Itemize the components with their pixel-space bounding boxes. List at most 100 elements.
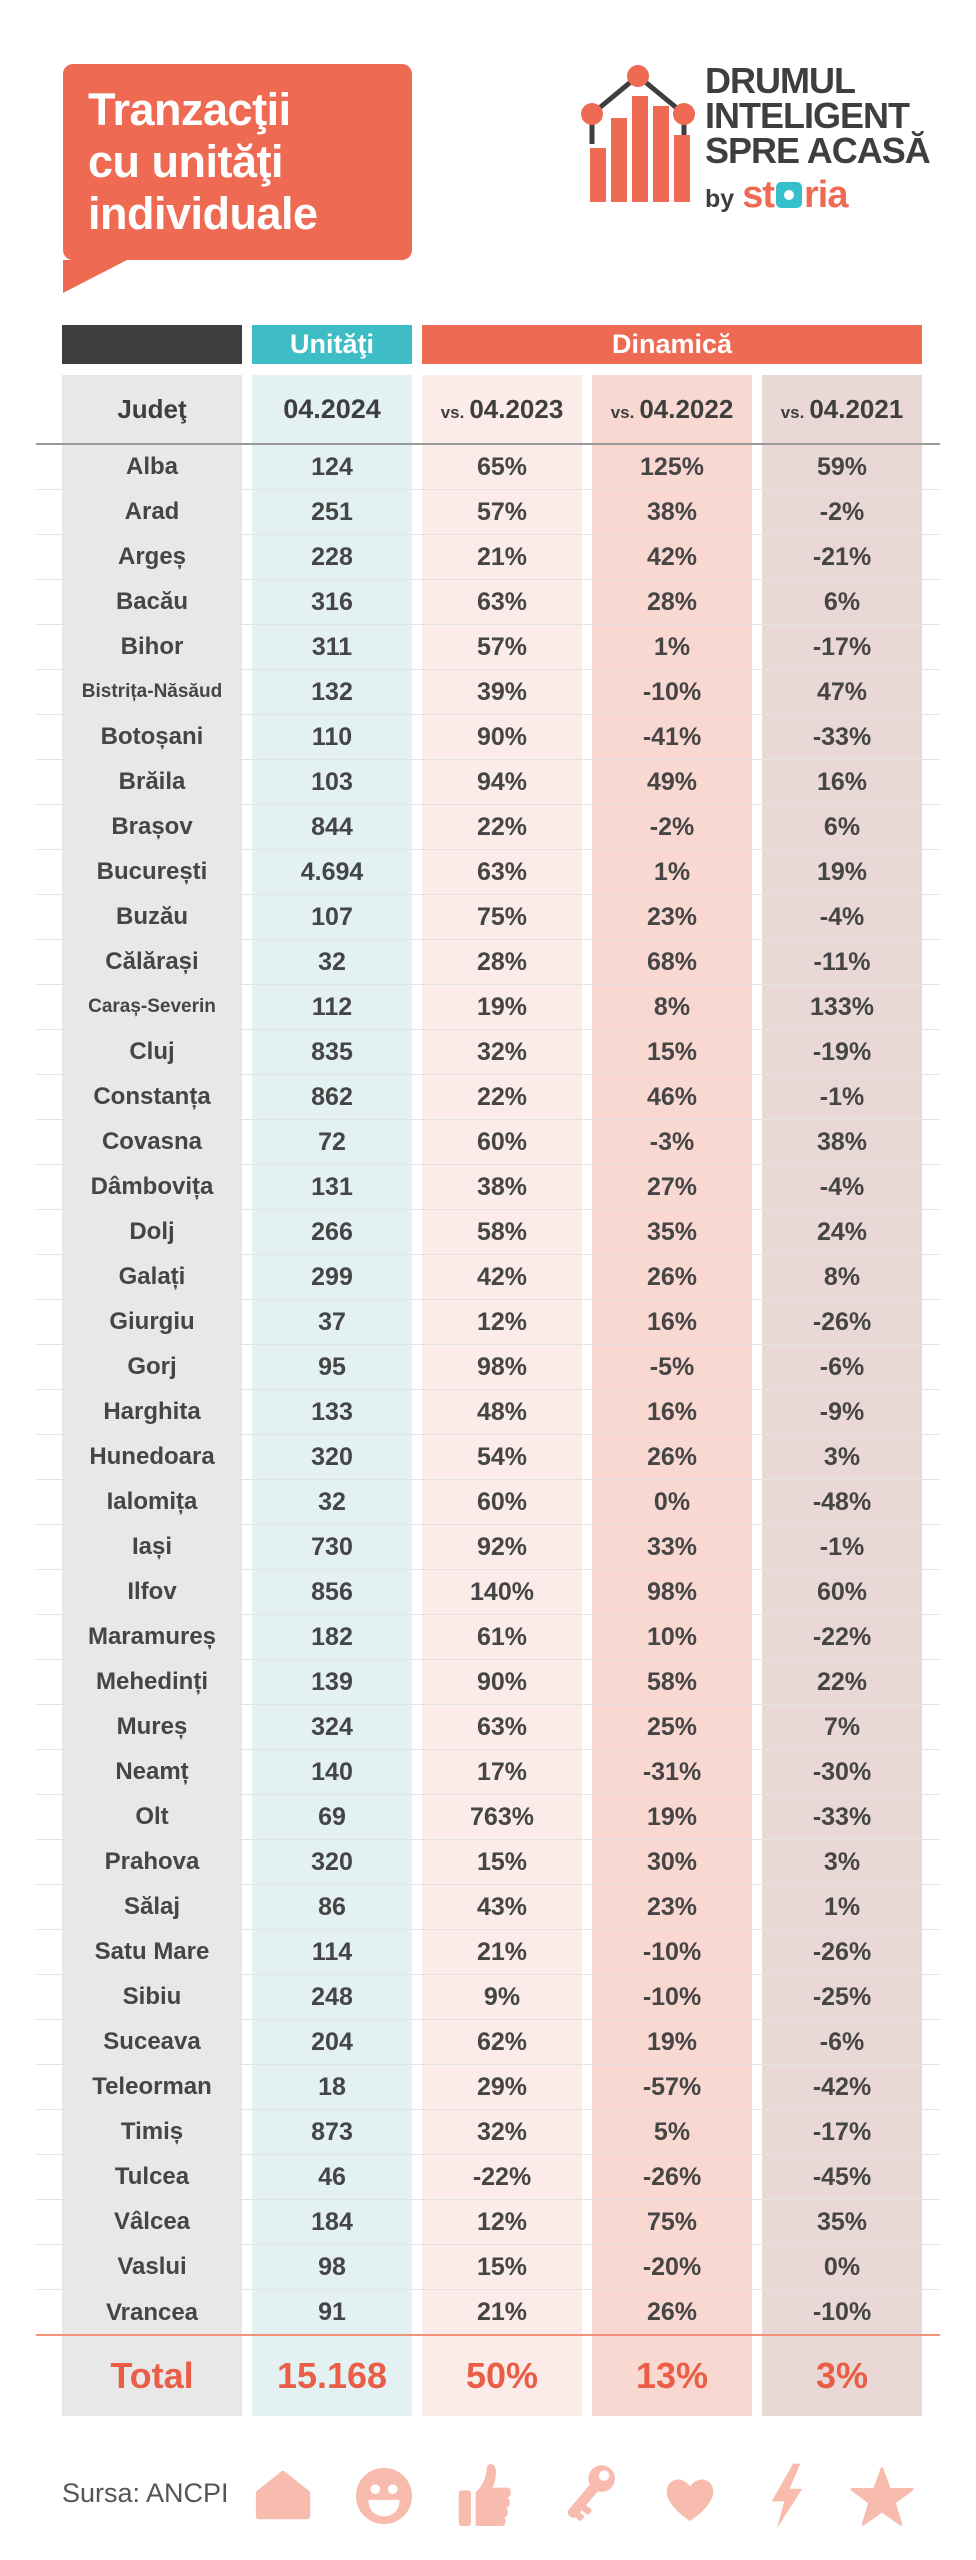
county-name: Vaslui: [117, 2253, 187, 2280]
table-row: Bacău 316 63% 28% 6%: [36, 580, 940, 625]
dynamic-vs-2022-value: 10%: [646, 1622, 698, 1651]
county-name: Mureș: [116, 1713, 188, 1740]
table-row: Galați 299 42% 26% 8%: [36, 1255, 940, 1300]
county-name: Satu Mare: [94, 1938, 210, 1965]
dynamic-vs-2022-value: 46%: [646, 1082, 698, 1111]
dynamic-vs-2022-value: 125%: [640, 452, 704, 481]
total-row: Total 15.168 50% 13% 3%: [62, 2336, 922, 2416]
county-name: Cluj: [129, 1038, 175, 1065]
dynamic-vs-2023-value: 61%: [476, 1622, 528, 1651]
dynamic-vs-2021-value: -9%: [819, 1397, 865, 1426]
county-name: Bihor: [120, 633, 184, 660]
dynamic-vs-2022-value: 16%: [646, 1307, 698, 1336]
dynamic-vs-2023-value: 32%: [476, 2117, 528, 2146]
dynamic-vs-2021-value: -6%: [819, 1352, 865, 1381]
dynamic-vs-2023-value: 39%: [476, 677, 528, 706]
dynamic-vs-2022-value: 35%: [646, 1217, 698, 1246]
units-value: 37: [318, 1307, 346, 1336]
dynamic-vs-2022-value: 0%: [653, 1487, 691, 1516]
dynamic-vs-2023-value: 60%: [476, 1487, 528, 1516]
units-value: 228: [311, 542, 353, 571]
dynamic-vs-2022-value: 42%: [646, 542, 698, 571]
county-name: Buzău: [116, 903, 188, 930]
column-header-vs-2022: vs. 04.2022: [592, 375, 752, 443]
table-row: Sălaj 86 43% 23% 1%: [36, 1885, 940, 1930]
dynamic-vs-2023-value: 43%: [476, 1892, 528, 1921]
page-title-line3: individuale: [88, 188, 318, 239]
band-vs-2021: [762, 375, 922, 2416]
dynamic-vs-2023-value: 15%: [476, 1847, 528, 1876]
dynamic-vs-2023-value: 94%: [476, 767, 528, 796]
dynamic-vs-2023-value: 60%: [476, 1127, 528, 1156]
table-row: Olt 69 763% 19% -33%: [36, 1795, 940, 1840]
dynamic-vs-2023-value: 17%: [476, 1757, 528, 1786]
dynamic-vs-2022-value: 5%: [653, 2117, 691, 2146]
band-vs-2023: [422, 375, 582, 2416]
table-row: Bistrița-Năsăud 132 39% -10% 47%: [36, 670, 940, 715]
dynamic-vs-2022-value: 1%: [653, 857, 691, 886]
units-value: 110: [311, 722, 353, 751]
county-name: Constanța: [93, 1083, 211, 1110]
key-icon: [567, 2465, 615, 2521]
units-value: 91: [318, 2298, 346, 2326]
dynamic-vs-2021-value: -22%: [812, 1622, 872, 1651]
dynamic-vs-2023-value: 90%: [476, 1667, 528, 1696]
dynamic-vs-2022-value: 58%: [646, 1667, 698, 1696]
total-label: Total: [110, 2355, 194, 2396]
dynamic-vs-2023-value: 57%: [476, 632, 528, 661]
dynamic-vs-2022-value: 23%: [646, 1892, 698, 1921]
band-units: [252, 375, 412, 2416]
dynamic-vs-2022-value: -2%: [649, 812, 695, 841]
dynamic-vs-2023-value: 28%: [476, 947, 528, 976]
dynamic-vs-2021-value: 24%: [816, 1217, 868, 1246]
bar-chart-house-logo-icon: [581, 65, 695, 202]
table-row: Dolj 266 58% 35% 24%: [36, 1210, 940, 1255]
units-value: 204: [311, 2027, 353, 2056]
dynamic-vs-2021-value: -1%: [819, 1082, 865, 1111]
dynamic-vs-2023-value: 65%: [476, 452, 528, 481]
dynamic-vs-2023-value: 21%: [476, 1937, 528, 1966]
units-value: 32: [318, 1487, 346, 1516]
dynamic-vs-2021-value: -26%: [812, 1937, 872, 1966]
page-title-line1: Tranzacţii: [88, 84, 291, 135]
vs-prefix: vs.: [610, 402, 635, 422]
table-row: Timiș 873 32% 5% -17%: [36, 2110, 940, 2155]
vs-year-2023: 04.2023: [469, 393, 564, 424]
house-icon: [255, 2470, 311, 2520]
star-icon: [850, 2467, 914, 2526]
county-name: Brașov: [111, 813, 193, 840]
dynamic-vs-2021-value: -45%: [812, 2162, 872, 2191]
county-name: Suceava: [103, 2028, 201, 2055]
dynamic-vs-2021-value: -30%: [812, 1757, 872, 1786]
dynamic-vs-2021-value: 59%: [816, 452, 868, 481]
dynamic-vs-2022-value: 38%: [646, 497, 698, 526]
dynamic-vs-2022-value: 8%: [653, 992, 691, 1021]
dynamic-vs-2022-value: 23%: [646, 902, 698, 931]
table-row: Vrancea 91 21% 26% -10%: [36, 2290, 940, 2335]
county-name: Olt: [135, 1803, 169, 1830]
table-row: Arad 251 57% 38% -2%: [36, 490, 940, 535]
table-row: Argeș 228 21% 42% -21%: [36, 535, 940, 580]
dynamic-vs-2021-value: -33%: [812, 722, 872, 751]
table-row: Tulcea 46 -22% -26% -45%: [36, 2155, 940, 2200]
source-label: Sursa: ANCPI: [62, 2478, 229, 2508]
table-column-headers: Judeţ 04.2024 vs. 04.2023 vs. 04.2022 vs. 0…: [62, 375, 922, 443]
heart-icon: [667, 2479, 714, 2522]
dynamic-vs-2022-value: 68%: [646, 947, 698, 976]
units-value: 72: [318, 1127, 346, 1156]
brand-prefix: st: [742, 174, 775, 216]
dynamic-vs-2023-value: 9%: [483, 1982, 521, 2011]
by-label: by: [705, 185, 735, 213]
units-value: 730: [311, 1532, 353, 1561]
dynamic-vs-2023-value: 63%: [476, 587, 528, 616]
dynamic-vs-2022-value: 19%: [646, 2027, 698, 2056]
total-vs-2021: 3%: [815, 2355, 869, 2396]
dynamic-vs-2023-value: 42%: [476, 1262, 528, 1291]
speech-bubble-tail: [63, 260, 127, 293]
dynamic-vs-2023-value: 57%: [476, 497, 528, 526]
dynamic-vs-2021-value: 8%: [823, 1262, 861, 1291]
title-bubble: Tranzacţii cu unităţi individuale: [63, 64, 412, 260]
dynamic-vs-2022-value: 26%: [646, 2298, 698, 2326]
units-value: 299: [311, 1262, 353, 1291]
storia-o-mark: [775, 182, 802, 208]
